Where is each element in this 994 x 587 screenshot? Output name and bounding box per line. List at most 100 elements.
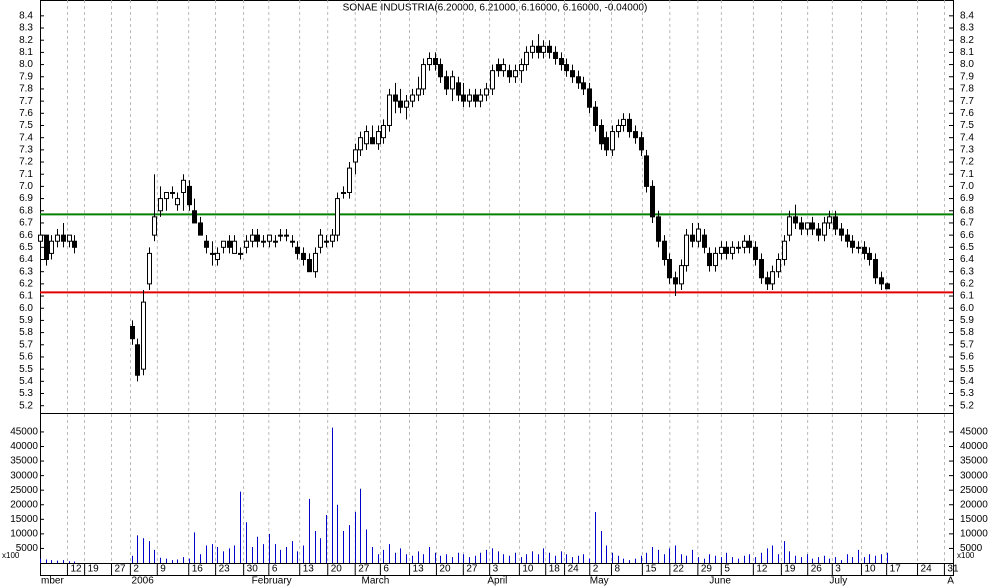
candle-body xyxy=(433,57,438,66)
x-tick-label: 6 xyxy=(272,564,278,575)
candle-body xyxy=(650,185,655,218)
candle-body xyxy=(456,82,461,96)
x-tick-label: 23 xyxy=(219,564,231,575)
candle-body xyxy=(501,64,506,72)
candle-body xyxy=(381,124,386,139)
candle-body xyxy=(690,234,695,242)
volume-tick-label: 45000 xyxy=(960,427,988,438)
candle-body xyxy=(404,100,409,108)
y-tick-label: 7.9 xyxy=(19,71,33,82)
month-label: June xyxy=(709,576,731,587)
x-tick-label: 10 xyxy=(864,564,876,575)
candle-body xyxy=(192,210,197,224)
candle-body xyxy=(398,100,403,108)
candle-body xyxy=(215,252,220,260)
y-tick-label: 6.0 xyxy=(960,303,974,314)
volume-tick-label: 30000 xyxy=(10,470,38,481)
candle-body xyxy=(673,277,678,285)
candle-body xyxy=(879,277,884,285)
y-tick-label: 8.4 xyxy=(960,10,974,21)
x-tick-label: 27 xyxy=(466,564,478,575)
y-tick-label: 8.1 xyxy=(960,47,974,58)
y-tick-label: 5.2 xyxy=(19,400,33,411)
month-label: May xyxy=(590,576,609,587)
candle-body xyxy=(587,88,592,108)
y-tick-label: 6.1 xyxy=(960,291,974,302)
y-tick-label: 7.2 xyxy=(960,157,974,168)
candle-body xyxy=(478,94,483,102)
frame xyxy=(40,0,954,576)
candle-body xyxy=(564,64,569,72)
x-tick-label: 27 xyxy=(358,564,370,575)
candle-body xyxy=(416,88,421,96)
x-tick-label: 13 xyxy=(303,564,315,575)
volume-tick-label: 5000 xyxy=(960,543,983,554)
candle-body xyxy=(867,252,872,260)
volume-tick-label: 25000 xyxy=(960,485,988,496)
y-tick-label: 7.1 xyxy=(19,169,33,180)
y-tick-label: 7.8 xyxy=(19,84,33,95)
candle-body xyxy=(290,240,295,243)
candle-body xyxy=(130,326,135,340)
candle-body xyxy=(284,234,289,237)
y-tick-label: 6.3 xyxy=(960,266,974,277)
candle-body xyxy=(610,131,615,151)
x-tick-label: 29 xyxy=(701,564,713,575)
candle-body xyxy=(210,252,215,255)
x-tick-label: 30 xyxy=(247,564,259,575)
volume-tick-label: 45000 xyxy=(10,427,38,438)
volume-tick-label: 15000 xyxy=(960,514,988,525)
candle-body xyxy=(181,179,186,193)
candle-body xyxy=(61,234,66,242)
candle-body xyxy=(730,246,735,254)
candle-body xyxy=(273,240,278,243)
x-tick-label: 2 xyxy=(593,564,599,575)
y-tick-label: 7.7 xyxy=(960,96,974,107)
candle-body xyxy=(702,234,707,248)
candle-body xyxy=(787,216,792,236)
x-tick-label: 16 xyxy=(192,564,204,575)
candle-body xyxy=(450,76,455,90)
month-label: mber xyxy=(41,576,64,587)
y-tick-label: 6.2 xyxy=(19,279,33,290)
x-tick-label: 12 xyxy=(756,564,768,575)
candle-body xyxy=(295,246,300,254)
y-tick-label: 8.4 xyxy=(19,10,33,21)
candle-body xyxy=(536,45,541,53)
candle-body xyxy=(621,118,626,126)
y-tick-label: 6.0 xyxy=(19,303,33,314)
candle-body xyxy=(438,64,443,78)
candle-body xyxy=(410,94,415,102)
y-tick-label: 5.7 xyxy=(19,339,33,350)
volume-tick-label: 40000 xyxy=(10,441,38,452)
candle-body xyxy=(261,240,266,243)
candle-body xyxy=(221,240,226,248)
x-tick-label: 17 xyxy=(890,564,902,575)
candle-body xyxy=(782,240,787,260)
x-tick-label: 26 xyxy=(811,564,823,575)
candle-body xyxy=(267,234,272,242)
y-tick-label: 6.8 xyxy=(960,205,974,216)
volume-tick-label: 20000 xyxy=(10,499,38,510)
candle-body xyxy=(347,167,352,193)
volume-tick-label: 10000 xyxy=(10,529,38,540)
x-tick-label: 22 xyxy=(673,564,685,575)
candle-body xyxy=(496,64,501,72)
candle-body xyxy=(370,137,375,145)
y-tick-label: 7.5 xyxy=(19,120,33,131)
volume-unit: x100 xyxy=(2,551,20,560)
candle-body xyxy=(227,240,232,248)
candle-body xyxy=(541,45,546,53)
candle-body xyxy=(72,240,77,248)
candle-body xyxy=(198,222,203,236)
candle-body xyxy=(387,94,392,126)
y-tick-label: 7.6 xyxy=(960,108,974,119)
candle-body xyxy=(307,258,312,273)
candle-body xyxy=(358,137,363,151)
y-tick-label: 7.9 xyxy=(960,71,974,82)
candle-body xyxy=(164,191,169,200)
candle-body xyxy=(376,131,381,145)
candle-body xyxy=(341,191,346,194)
candle-body xyxy=(147,252,152,285)
